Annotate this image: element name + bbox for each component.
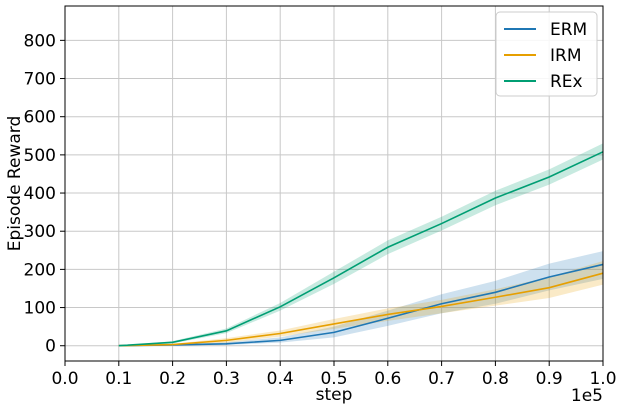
x-tick-label: 0.9 bbox=[536, 369, 563, 389]
x-tick-label: 0.4 bbox=[267, 369, 294, 389]
legend-box bbox=[495, 11, 598, 97]
y-tick-label: 100 bbox=[24, 299, 56, 319]
series-lines bbox=[118, 151, 604, 347]
y-tick-label: 300 bbox=[24, 222, 56, 242]
x-tick-label: 0.8 bbox=[482, 369, 509, 389]
y-tick-label: 800 bbox=[24, 31, 56, 51]
x-tick-label: 0.1 bbox=[105, 369, 132, 389]
x-ticks: 0.0 0.1 0.2 0.3 0.4 0.5 0.6 0.7 0.8 0.9 1.0 bbox=[51, 361, 617, 389]
confidence-bands bbox=[118, 143, 604, 346]
y-tick-label: 600 bbox=[24, 108, 56, 128]
y-tick-label: 0 bbox=[45, 337, 56, 357]
x-axis-label: step bbox=[316, 385, 353, 405]
y-tick-label: 700 bbox=[24, 70, 56, 90]
band-erm bbox=[118, 251, 604, 346]
series-line-irm bbox=[118, 272, 604, 347]
y-axis-label: Episode Reward bbox=[5, 116, 25, 251]
legend: ERM IRM REx bbox=[495, 11, 598, 97]
x-tick-label: 0.2 bbox=[159, 369, 186, 389]
legend-label-irm: IRM bbox=[550, 46, 582, 66]
x-tick-label: 0.6 bbox=[374, 369, 401, 389]
series-line-rex bbox=[118, 151, 604, 347]
y-tick-label: 400 bbox=[24, 184, 56, 204]
series-line-erm bbox=[118, 263, 604, 347]
y-ticks: 0 100 200 300 400 500 600 700 800 bbox=[24, 31, 65, 357]
band-irm bbox=[118, 260, 604, 346]
x-tick-label: 0.7 bbox=[428, 369, 455, 389]
legend-label-rex: REx bbox=[550, 72, 583, 92]
x-tick-label: 1.0 bbox=[589, 369, 616, 389]
legend-label-erm: ERM bbox=[550, 20, 587, 40]
x-tick-label: 0.3 bbox=[213, 369, 240, 389]
x-tick-label: 0.0 bbox=[51, 369, 78, 389]
y-tick-label: 200 bbox=[24, 260, 56, 280]
x-tick-label: 0.5 bbox=[320, 369, 347, 389]
y-tick-label: 500 bbox=[24, 146, 56, 166]
x-axis-offset-label: 1e5 bbox=[571, 386, 603, 406]
